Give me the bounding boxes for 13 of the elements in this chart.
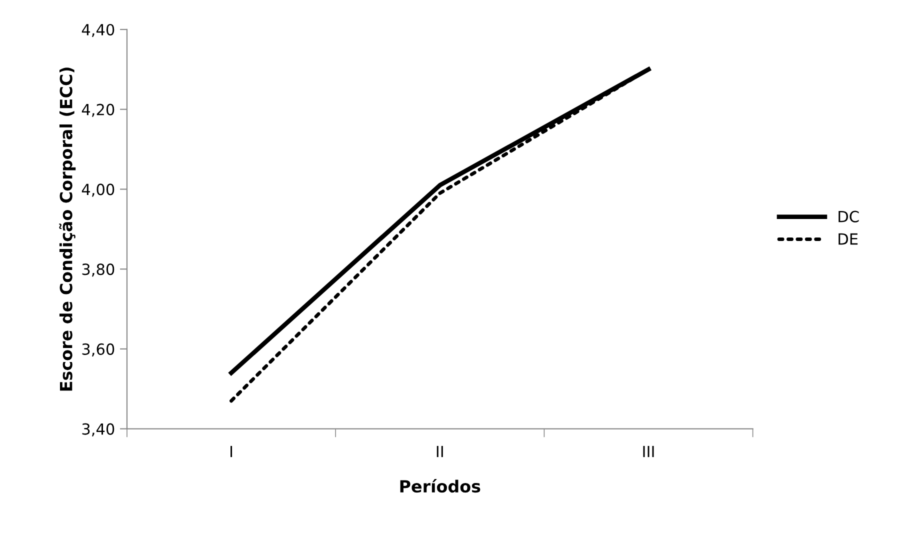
y-tick-label: 3,40 [82,423,114,436]
legend-label: DE [838,233,858,245]
x-tick-label: I [230,446,232,458]
y-tick-label: 3,80 [82,264,114,277]
legend-label: DC [838,210,859,222]
x-axis-title: Períodos [400,479,480,493]
y-tick-label: 3,60 [82,343,114,357]
y-axis-title: Escore de Condição Corporal (ECC) [59,68,76,391]
x-tick-label: III [643,446,654,458]
y-tick-label: 4,00 [82,184,114,197]
x-tick-label: II [436,446,443,458]
y-tick-label: 4,40 [82,24,114,38]
y-tick-label: 4,20 [82,104,114,117]
